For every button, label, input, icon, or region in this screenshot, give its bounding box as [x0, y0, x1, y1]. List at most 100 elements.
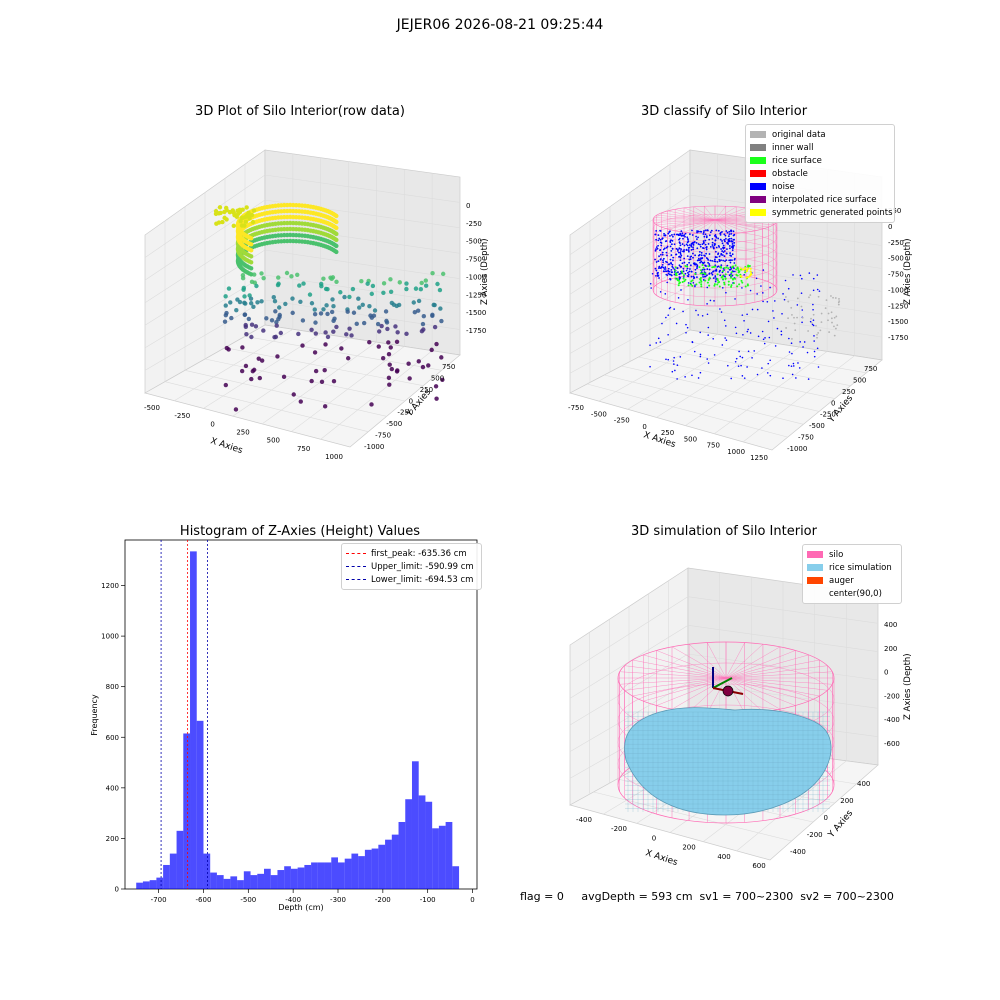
raw-plot-title: 3D Plot of Silo Interior(row data): [195, 104, 405, 119]
classify-3d-plot: -750 -500 -250 0 250 500 750 1000 1250 750 500 250…: [568, 149, 913, 462]
histogram-bar: [425, 801, 433, 889]
legend-swatch: [750, 131, 766, 138]
legend-entry: noise: [750, 180, 890, 193]
simulation-z-tick-label: 0: [884, 669, 888, 677]
raw-x-tick-label: -250: [174, 412, 190, 420]
simulation-z-tick-label: -400: [884, 716, 900, 724]
histogram-bar: [344, 858, 352, 889]
raw-x-label: X Axies: [209, 436, 244, 456]
legend-swatch: [807, 577, 823, 584]
legend-label: rice simulation: [829, 562, 892, 573]
raw-axes-panes: [144, 149, 461, 448]
classify-y-tick-label: 750: [864, 365, 877, 373]
histogram-x-tick-label: -400: [285, 896, 301, 904]
simulation-z-tick-label: -200: [884, 692, 900, 700]
simulation-y-tick-label: -400: [790, 848, 806, 856]
simulation-x-tick-label: -400: [576, 816, 592, 824]
raw-z-label: Z Axies (Depth): [480, 238, 490, 305]
classify-legend: original data inner wall rice surface obsta…: [745, 124, 895, 223]
histogram-bar: [237, 880, 244, 889]
histogram-bar: [398, 821, 406, 889]
histogram-bar: [317, 862, 325, 889]
simulation-x-tick-label: -200: [611, 825, 627, 833]
classify-y-tick-label: -1000: [787, 445, 807, 453]
raw-x-tick-label: 1000: [325, 453, 343, 461]
classify-x-tick-label: 1000: [727, 448, 745, 456]
histogram-title: Histogram of Z-Axies (Height) Values: [179, 524, 421, 539]
raw-x-tick-label: -500: [144, 404, 160, 412]
legend-entry: obstacle: [750, 167, 890, 180]
raw-z-tick-label: -1000: [466, 273, 486, 281]
histogram-bar: [156, 877, 164, 889]
raw-x-tick-label: 500: [267, 437, 280, 445]
histogram-bar: [337, 862, 345, 889]
simulation-legend: silo rice simulation auger center(90,0): [802, 544, 902, 604]
legend-entry: Lower_limit: -694.53 cm: [346, 573, 477, 586]
histogram-bar: [405, 799, 412, 889]
histogram-x-tick-label: 0: [470, 896, 474, 904]
histogram-y-tick-label: 800: [106, 683, 119, 691]
classify-x-tick-label: 1250: [750, 454, 768, 462]
raw-y-ticks: 750 500 250 0 -250 -500 -750 -1000: [364, 363, 455, 451]
legend-label: silo: [829, 549, 844, 560]
histogram-bar: [210, 872, 217, 889]
classify-z-tick-label: -1750: [888, 334, 908, 342]
classify-x-ticks: -750 -500 -250 0 250 500 750 1000 1250: [568, 404, 768, 462]
classify-z-tick-label: -1500: [888, 318, 908, 326]
simulation-x-tick-label: 400: [717, 853, 730, 861]
histogram-bar: [432, 828, 439, 889]
histogram-bar: [270, 875, 278, 889]
raw-grid: [144, 153, 461, 440]
classify-z-tick-label: -500: [888, 255, 904, 263]
classify-x-tick-label: 250: [661, 429, 674, 437]
histogram-x-tick-label: -600: [196, 896, 212, 904]
classify-scatter-points: [649, 229, 841, 380]
legend-swatch: [807, 551, 823, 558]
histogram-bar: [250, 875, 258, 889]
simulation-x-tick-label: 600: [752, 862, 765, 870]
raw-x-tick-label: 750: [297, 445, 310, 453]
legend-entry: original data: [750, 128, 890, 141]
histogram-y-label: Frequency: [90, 694, 99, 736]
histogram-bar: [277, 870, 285, 889]
figure-title: JEJER06 2026-08-21 09:25:44: [396, 17, 604, 33]
classify-z-tick-label: -1000: [888, 286, 908, 294]
raw-y-tick-label: 500: [431, 374, 444, 382]
raw-y-tick-label: -250: [397, 409, 413, 417]
classify-z-tick-label: -250: [888, 239, 904, 247]
histogram-y-tick-label: 1000: [101, 633, 119, 641]
histogram-bars: [136, 551, 460, 889]
histogram-y-ticks: 0 200 400 600 800 1000 1200: [101, 582, 125, 894]
histogram-x-tick-label: -500: [240, 896, 256, 904]
classify-y-tick-label: -250: [820, 411, 836, 419]
histogram-x-tick-label: -700: [151, 896, 167, 904]
histogram-x-label: Depth (cm): [278, 903, 323, 912]
histogram-bar: [385, 839, 392, 889]
classify-x-tick-label: 750: [707, 442, 720, 450]
legend-label: rice surface: [772, 155, 822, 166]
legend-label: interpolated rice surface: [772, 194, 877, 205]
raw-y-tick-label: -1000: [364, 443, 384, 451]
legend-entry: inner wall: [750, 141, 890, 154]
histogram-bar: [311, 862, 318, 889]
classify-y-ticks: 750 500 250 0 -250 -500 -750 -1000: [787, 365, 877, 453]
histogram-bar: [216, 875, 224, 889]
legend-swatch: [750, 183, 766, 190]
legend-label: Lower_limit: -694.53 cm: [371, 574, 474, 585]
simulation-z-ticks: 400 200 0 -200 -400 -600: [884, 621, 900, 748]
histogram-bar: [136, 882, 143, 889]
histogram-bar: [358, 856, 365, 889]
simulation-y-tick-label: 0: [824, 814, 828, 822]
histogram-x-tick-label: -300: [330, 896, 346, 904]
raw-z-tick-label: -1750: [466, 327, 486, 335]
simulation-z-tick-label: -600: [884, 740, 900, 748]
histogram-bar: [304, 864, 312, 889]
legend-swatch: [750, 157, 766, 164]
classify-x-tick-label: 500: [684, 435, 697, 443]
histogram-bar: [364, 849, 372, 889]
histogram-bar: [411, 761, 419, 889]
raw-y-tick-label: 750: [442, 363, 455, 371]
legend-swatch: [807, 564, 823, 571]
histogram-bar: [290, 868, 298, 889]
